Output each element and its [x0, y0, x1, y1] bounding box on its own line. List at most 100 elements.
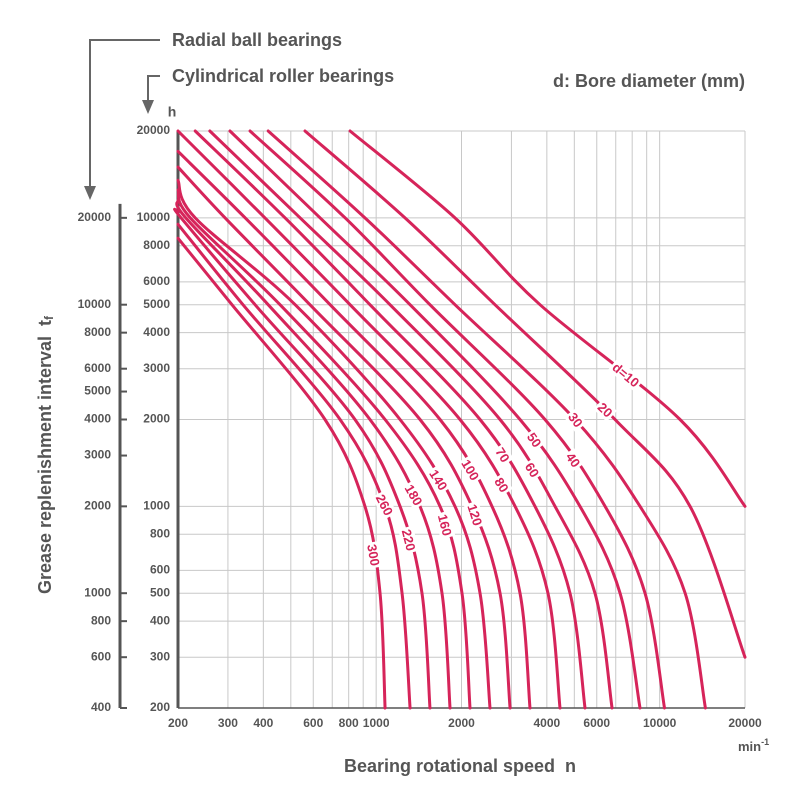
y-tick-label: 1000: [143, 499, 170, 513]
x-tick-label: 800: [339, 716, 359, 730]
curve-label-bg: [593, 398, 618, 422]
curve-label: 120: [464, 502, 485, 527]
y-tick-label: 2000: [143, 412, 170, 426]
curve-label-group: 220: [398, 525, 420, 555]
curve: [228, 129, 642, 710]
curve-label-group: 50: [522, 428, 546, 452]
curve-label-bg: [425, 465, 452, 495]
curve-label-group: 300: [363, 541, 384, 569]
curve-label-bg: [457, 455, 484, 485]
curve: [266, 129, 707, 710]
bore-note: d: Bore diameter (mm): [553, 71, 745, 91]
x-unit-text: min: [738, 739, 761, 754]
curve-label-group: 120: [463, 500, 486, 530]
radial-label: Radial ball bearings: [172, 30, 342, 50]
curve-label-bg: [491, 443, 514, 467]
curve-label: 70: [492, 445, 512, 465]
curve-label-group: 70: [491, 443, 514, 467]
curve-label-bg: [363, 541, 384, 569]
curve: [175, 198, 452, 710]
y-tick-label: 6000: [143, 274, 170, 288]
curve-label-group: 30: [563, 408, 587, 432]
curve: [173, 207, 432, 710]
curve-label: 160: [435, 513, 455, 538]
curve-label-group: 160: [434, 510, 456, 540]
y-tick-label: 8000: [143, 238, 170, 252]
radial-arrow: [89, 39, 160, 190]
curve: [176, 165, 512, 710]
x-tick-label: 600: [303, 716, 323, 730]
y2-tick-label: 8000: [84, 325, 111, 339]
x-title-text: Bearing rotational speed: [344, 756, 555, 776]
curve-label-bg: [398, 525, 420, 555]
y-title-symbol: t: [35, 320, 55, 326]
y-tick-label: 300: [150, 649, 170, 663]
radial-arrowhead: [84, 186, 96, 200]
y2-tick-label: 4000: [84, 412, 111, 426]
curve-label-group: 60: [520, 458, 544, 482]
curve-label: 60: [522, 460, 542, 480]
curve-label: 220: [399, 528, 419, 553]
cylindrical-arrow: [147, 75, 160, 104]
x-tick-label: 10000: [643, 716, 677, 730]
curve-label: 80: [491, 475, 511, 495]
curve-label-bg: [434, 510, 456, 540]
x-tick-label: 6000: [583, 716, 610, 730]
curve-label-group: 40: [561, 448, 585, 472]
y2-tick-label: 400: [91, 700, 111, 714]
curve-label-group: 20: [593, 398, 618, 422]
curve-label-bg: [520, 458, 544, 482]
x-title-symbol: n: [565, 756, 576, 776]
x-tick-label: 2000: [448, 716, 475, 730]
y-tick-label: 20000: [137, 123, 171, 137]
y2-tick-label: 800: [91, 613, 111, 627]
y-tick-label: 10000: [137, 210, 171, 224]
curve: [176, 236, 387, 710]
x-tick-label: 1000: [363, 716, 390, 730]
curve-label: 30: [565, 410, 586, 431]
x-tick-label: 4000: [533, 716, 560, 730]
curve: [176, 149, 532, 710]
cylindrical-label: Cylindrical roller bearings: [172, 66, 394, 86]
curve-label-bg: [371, 490, 397, 520]
y2-tick-label: 2000: [84, 499, 111, 513]
curve-label-bg: [400, 480, 427, 510]
y-title-text: Grease replenishment interval: [35, 336, 55, 594]
x-tick-label: 20000: [728, 716, 762, 730]
y-tick-label: 600: [150, 563, 170, 577]
curve: [176, 129, 562, 710]
x-title: Bearing rotational speed n: [344, 756, 576, 776]
y-tick-label: 5000: [143, 297, 170, 311]
y-tick-label: 4000: [143, 325, 170, 339]
curve-label-bg: [522, 428, 546, 452]
curve: [176, 178, 492, 710]
curve-label-bg: [563, 408, 587, 432]
cylindrical-arrowhead: [142, 100, 154, 114]
x-tick-label: 300: [218, 716, 238, 730]
curve-label-bg: [463, 500, 486, 530]
y-title-sub: f: [42, 315, 56, 320]
y2-tick-label: 6000: [84, 361, 111, 375]
curve: [176, 188, 472, 710]
curve-label-group: 260: [371, 490, 397, 520]
x-unit-sup: -1: [761, 737, 769, 747]
curve: [303, 129, 747, 659]
curve-label-bg: [561, 448, 585, 472]
curve-label-bg: [607, 358, 644, 392]
curve: [248, 129, 666, 710]
y-tick-label: 3000: [143, 361, 170, 375]
y-tick-label: 500: [150, 585, 170, 599]
y2-tick-label: 20000: [78, 210, 112, 224]
y2-tick-label: 600: [91, 649, 111, 663]
curve-label-group: 180: [400, 480, 427, 510]
y2-tick-label: 1000: [84, 585, 111, 599]
y2-tick-label: 3000: [84, 448, 111, 462]
curve: [208, 129, 614, 710]
x-tick-label: 400: [253, 716, 273, 730]
curve: [176, 222, 412, 710]
y2-tick-label: 10000: [78, 297, 112, 311]
curve: [348, 129, 747, 508]
curve-label: 40: [563, 450, 584, 470]
curve-label-bg: [490, 473, 513, 497]
